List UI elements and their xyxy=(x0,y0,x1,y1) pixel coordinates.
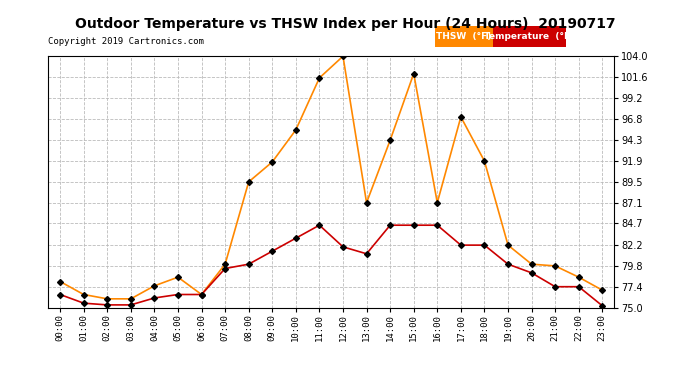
Text: Temperature  (°F): Temperature (°F) xyxy=(484,32,575,41)
Text: Copyright 2019 Cartronics.com: Copyright 2019 Cartronics.com xyxy=(48,38,204,46)
Text: THSW  (°F): THSW (°F) xyxy=(436,32,492,41)
Text: Outdoor Temperature vs THSW Index per Hour (24 Hours)  20190717: Outdoor Temperature vs THSW Index per Ho… xyxy=(75,17,615,31)
